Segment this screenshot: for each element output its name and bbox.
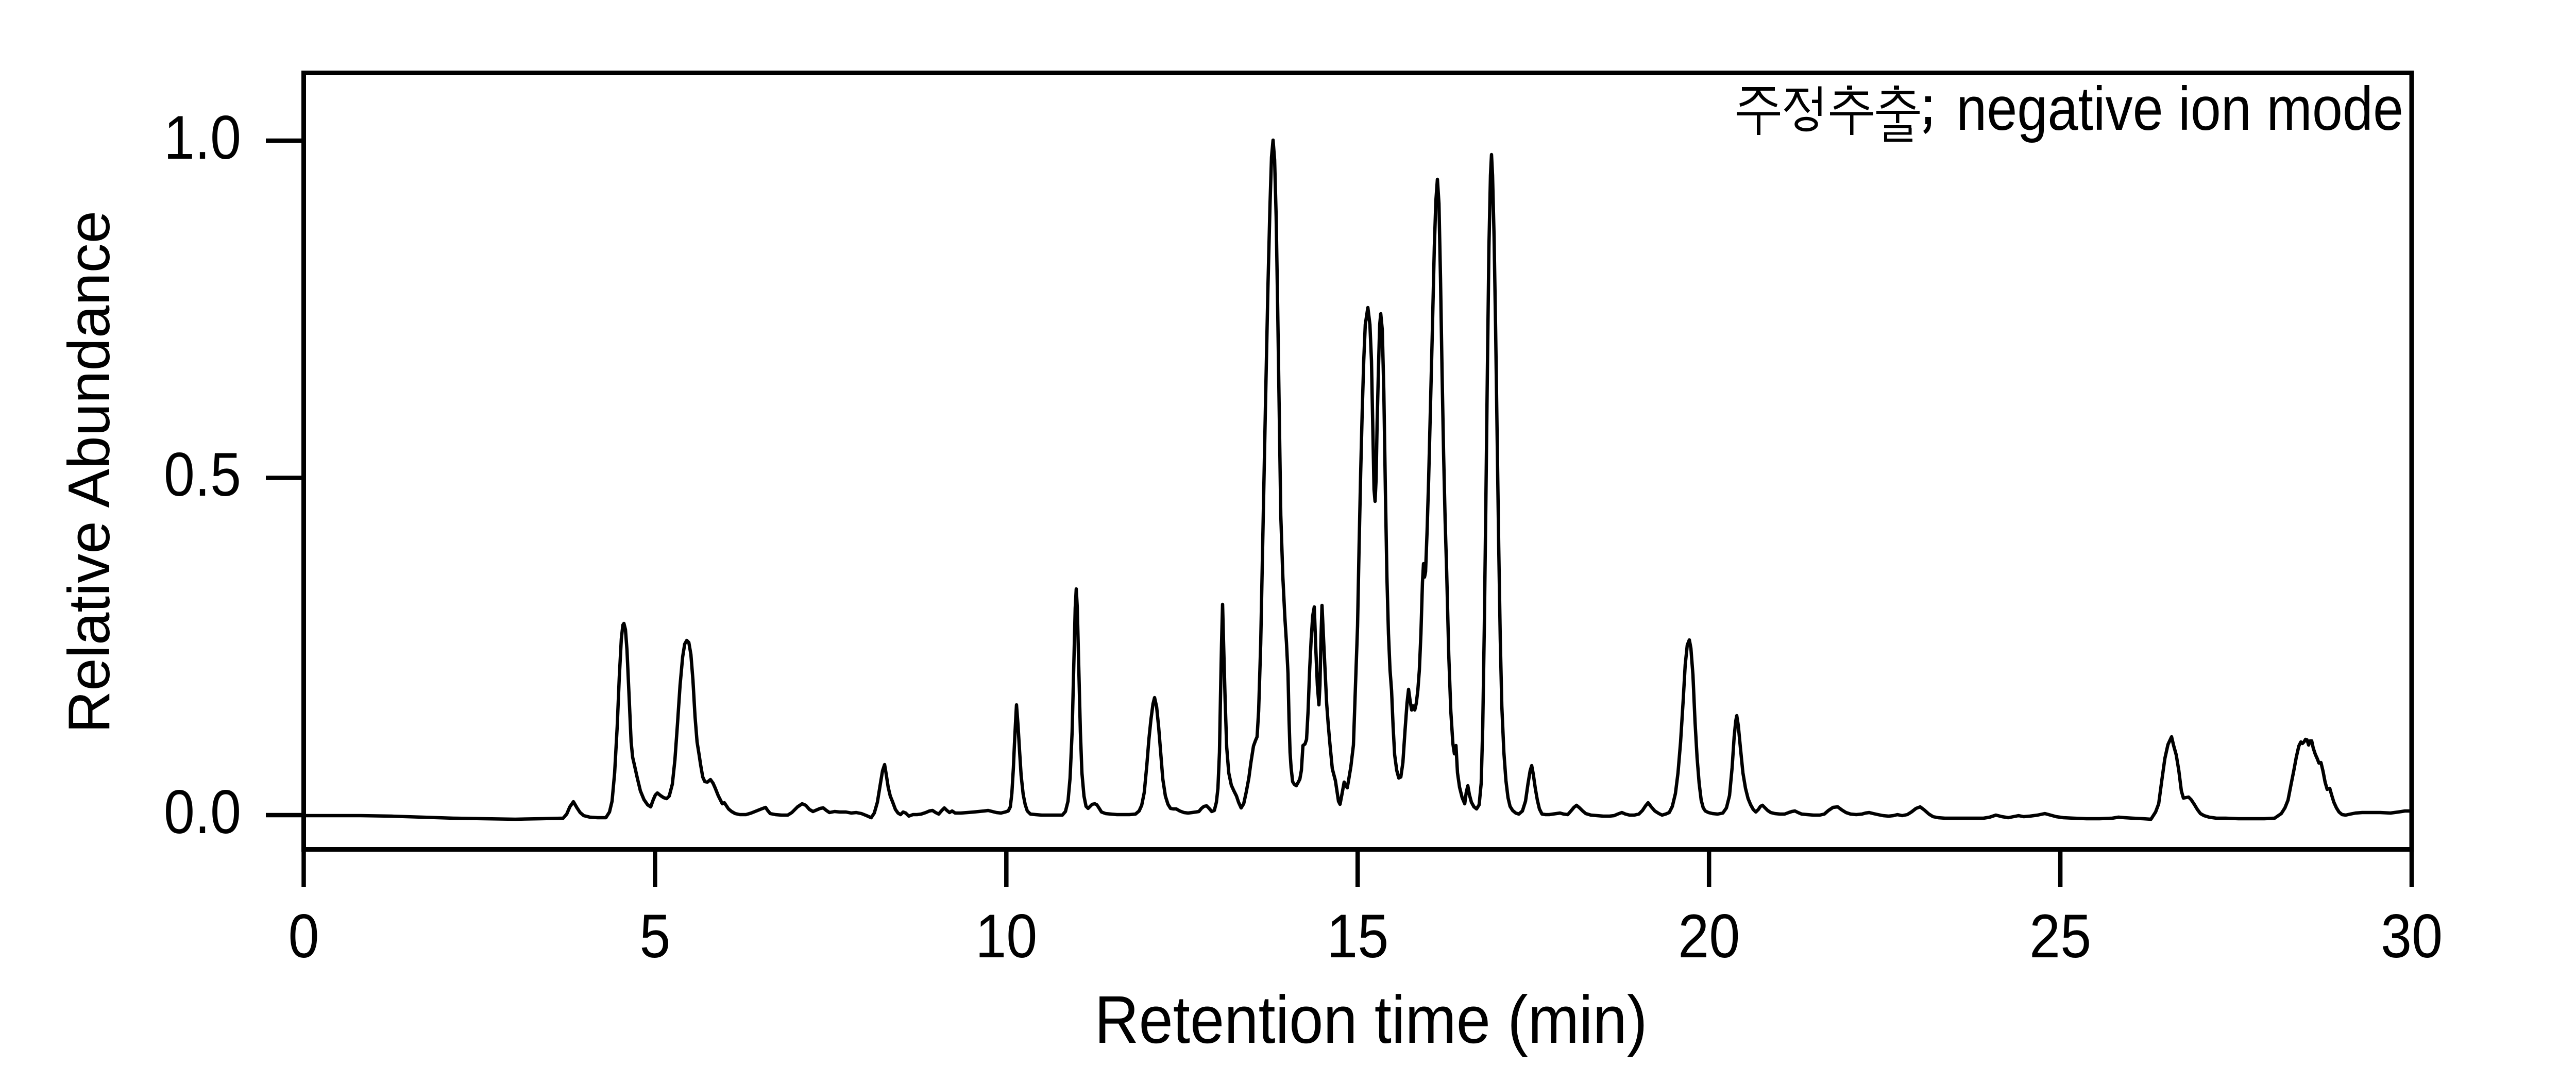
svg-text:0.0: 0.0: [164, 778, 241, 847]
svg-text:10: 10: [975, 902, 1037, 971]
svg-text:0: 0: [288, 902, 319, 971]
svg-text:1.0: 1.0: [164, 104, 241, 172]
svg-text:20: 20: [1678, 902, 1740, 971]
svg-text:15: 15: [1327, 902, 1388, 971]
svg-text:0.5: 0.5: [164, 441, 241, 509]
svg-text:30: 30: [2381, 902, 2443, 971]
svg-text:negative ion mode: negative ion mode: [1956, 74, 2403, 143]
svg-text:25: 25: [2029, 902, 2091, 971]
svg-text:Relative Abundance: Relative Abundance: [57, 211, 122, 733]
svg-text:5: 5: [639, 902, 670, 971]
svg-text:Retention time (min): Retention time (min): [1094, 982, 1647, 1057]
